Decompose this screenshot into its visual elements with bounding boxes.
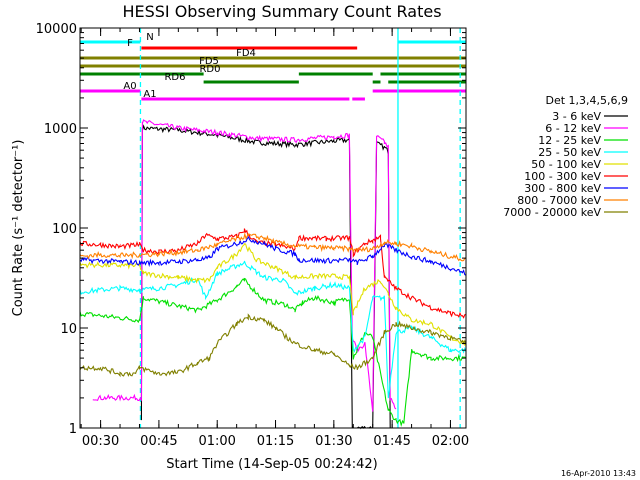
x-axis-label: Start Time (14-Sep-05 00:24:42) <box>166 457 377 472</box>
x-tick-label: 01:45 <box>373 434 410 449</box>
footer-date: 16-Apr-2010 13:43 <box>561 469 636 478</box>
flag-label-n: N <box>146 32 153 43</box>
flag-label-a1: A1 <box>143 89 156 100</box>
x-tick-label: 01:30 <box>315 434 352 449</box>
legend-label: 300 - 800 keV <box>524 182 601 195</box>
series-lines <box>79 119 467 430</box>
legend-label: 800 - 7000 keV <box>517 194 601 207</box>
flag-label-rd6: RD6 <box>164 72 185 83</box>
x-tick-label: 00:30 <box>82 434 119 449</box>
legend-label: 50 - 100 keV <box>531 158 601 171</box>
legend-label: 3 - 6 keV <box>552 110 601 123</box>
legend-label: 6 - 12 keV <box>545 122 601 135</box>
series-line-6 <box>79 236 467 276</box>
series-line-8 <box>79 313 467 378</box>
flag-label-a0: A0 <box>123 81 136 92</box>
legend-label: 12 - 25 keV <box>538 134 601 147</box>
chart-title: HESSI Observing Summary Count Rates <box>122 2 441 21</box>
flag-label-fd5: FD5 <box>199 56 219 67</box>
y-tick-label: 10000 <box>36 22 77 37</box>
axes: 1 10 100 1000 10000 00:30 00:45 01:00 01:15 01:30… <box>36 22 470 449</box>
x-tick-label: 00:45 <box>140 434 177 449</box>
flag-label-rd0: RD0 <box>199 64 220 75</box>
y-tick-label: 1 <box>69 422 77 437</box>
series-line-1 <box>92 119 397 412</box>
legend-title: Det 1,3,4,5,6,9 <box>545 94 628 107</box>
series-line-3 <box>79 260 467 399</box>
y-tick-label: 100 <box>52 222 77 237</box>
series-line-0 <box>140 124 391 430</box>
x-tick-label: 01:15 <box>257 434 294 449</box>
y-axis-label: Count Rate (s⁻¹ detector⁻¹) <box>11 140 26 317</box>
flag-label-fd4: FD4 <box>236 48 256 59</box>
series-line-4 <box>79 243 467 346</box>
y-tick-label: 1000 <box>44 122 77 137</box>
legend-label: 25 - 50 keV <box>538 146 601 159</box>
flag-label-f: F <box>127 38 133 49</box>
legend-label: 7000 - 20000 keV <box>503 206 601 219</box>
x-tick-label: 01:00 <box>198 434 235 449</box>
series-line-2 <box>79 277 467 427</box>
legend-label: 100 - 300 keV <box>524 170 601 183</box>
y-tick-label: 10 <box>60 322 77 337</box>
x-tick-label: 02:00 <box>432 434 469 449</box>
series-line-7 <box>79 232 467 262</box>
